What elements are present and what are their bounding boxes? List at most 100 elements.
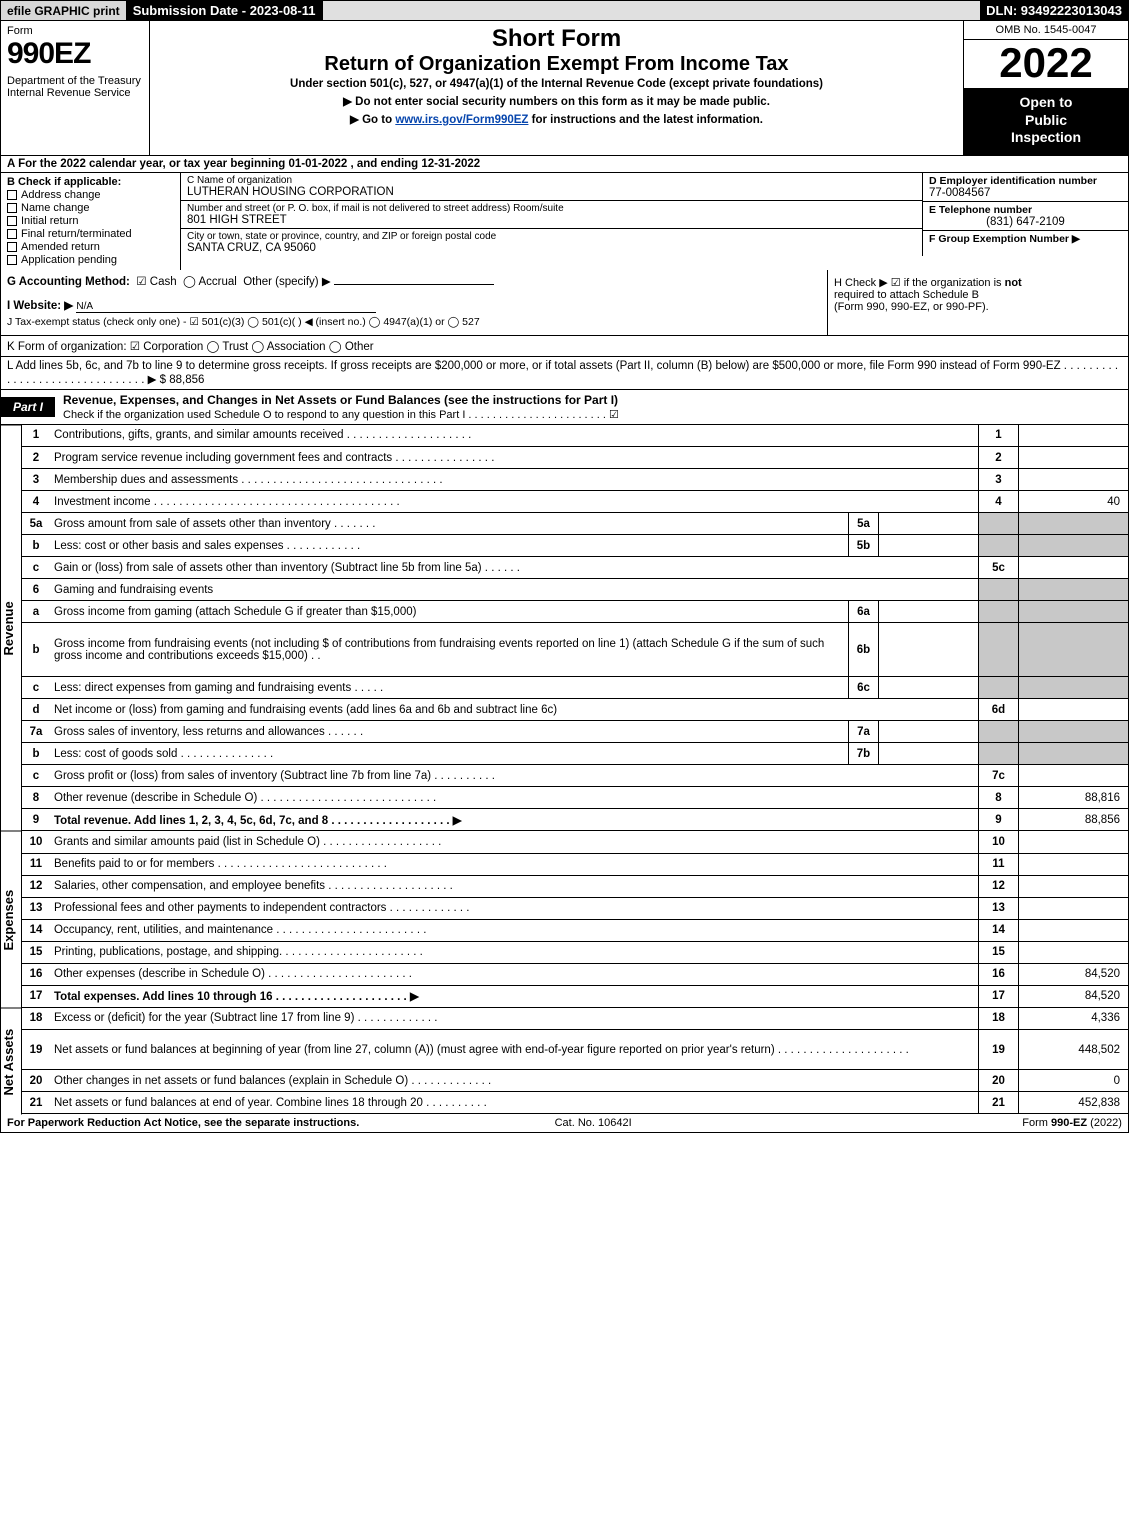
under-section: Under section 501(c), 527, or 4947(a)(1)… bbox=[156, 78, 957, 90]
footer-mid: Cat. No. 10642I bbox=[555, 1117, 632, 1129]
header-right: OMB No. 1545-0047 2022 Open to Public In… bbox=[963, 21, 1128, 155]
row-10: 10Grants and similar amounts paid (list … bbox=[22, 831, 1129, 853]
irs-link[interactable]: www.irs.gov/Form990EZ bbox=[395, 114, 528, 126]
line-g: G Accounting Method: ☑ Cash ◯ Accrual Ot… bbox=[7, 274, 821, 288]
footer-left: For Paperwork Reduction Act Notice, see … bbox=[7, 1117, 359, 1129]
line-a-label: A bbox=[7, 158, 15, 170]
revenue-side-label: Revenue bbox=[0, 425, 22, 832]
ghi-left: G Accounting Method: ☑ Cash ◯ Accrual Ot… bbox=[1, 270, 828, 335]
part-1-check: Check if the organization used Schedule … bbox=[63, 409, 619, 421]
revenue-block: Revenue 1Contributions, gifts, grants, a… bbox=[0, 425, 1129, 832]
netassets-table: 18Excess or (deficit) for the year (Subt… bbox=[22, 1008, 1129, 1115]
opt-initial: Initial return bbox=[21, 215, 78, 227]
opt-name: Name change bbox=[21, 202, 90, 214]
f-cap: F Group Exemption Number ▶ bbox=[929, 233, 1122, 245]
expenses-block: Expenses 10Grants and similar amounts pa… bbox=[0, 831, 1129, 1008]
chk-amended-return[interactable]: Amended return bbox=[7, 241, 174, 253]
goto-post: for instructions and the latest informat… bbox=[528, 114, 763, 126]
row-16: 16Other expenses (describe in Schedule O… bbox=[22, 963, 1129, 985]
opt-amended: Amended return bbox=[21, 241, 100, 253]
short-form-title: Short Form bbox=[156, 25, 957, 53]
c-cap: C Name of organization bbox=[187, 175, 916, 186]
g-cash[interactable]: Cash bbox=[150, 276, 177, 288]
row-9: 9Total revenue. Add lines 1, 2, 3, 4, 5c… bbox=[22, 809, 1129, 831]
return-title: Return of Organization Exempt From Incom… bbox=[156, 53, 957, 76]
row-19: 19Net assets or fund balances at beginni… bbox=[22, 1030, 1129, 1070]
c-city: City or town, state or province, country… bbox=[181, 229, 923, 256]
revenue-table: 1Contributions, gifts, grants, and simil… bbox=[22, 425, 1129, 832]
part-1-desc-wrap: Revenue, Expenses, and Changes in Net As… bbox=[55, 390, 627, 424]
row-15: 15Printing, publications, postage, and s… bbox=[22, 941, 1129, 963]
chk-final-return[interactable]: Final return/terminated bbox=[7, 228, 174, 240]
tax-year: 2022 bbox=[964, 40, 1128, 88]
city-val: SANTA CRUZ, CA 95060 bbox=[187, 242, 916, 254]
line-i: I Website: ▶ N/A bbox=[7, 298, 821, 313]
f-group: F Group Exemption Number ▶ bbox=[923, 231, 1128, 247]
chk-application-pending[interactable]: Application pending bbox=[7, 254, 174, 266]
e-cap: E Telephone number bbox=[929, 204, 1122, 216]
row-7a: 7aGross sales of inventory, less returns… bbox=[22, 721, 1129, 743]
phone-val: (831) 647-2109 bbox=[929, 216, 1122, 228]
h-post: if the organization is bbox=[901, 277, 1005, 289]
line-k: K Form of organization: ☑ Corporation ◯ … bbox=[0, 336, 1129, 357]
line-j: J Tax-exempt status (check only one) - ☑… bbox=[7, 316, 821, 328]
row-6a: aGross income from gaming (attach Schedu… bbox=[22, 601, 1129, 623]
org-name: LUTHERAN HOUSING CORPORATION bbox=[187, 186, 916, 198]
street-cap: Number and street (or P. O. box, if mail… bbox=[187, 203, 916, 214]
row-6: 6Gaming and fundraising events bbox=[22, 579, 1129, 601]
chk-initial-return[interactable]: Initial return bbox=[7, 215, 174, 227]
otpi-3: Inspection bbox=[968, 129, 1124, 147]
row-18: 18Excess or (deficit) for the year (Subt… bbox=[22, 1008, 1129, 1030]
row-12: 12Salaries, other compensation, and empl… bbox=[22, 875, 1129, 897]
bullet-ssn: ▶ Do not enter social security numbers o… bbox=[156, 94, 957, 108]
row-5c: cGain or (loss) from sale of assets othe… bbox=[22, 557, 1129, 579]
i-label: I Website: ▶ bbox=[7, 300, 73, 312]
section-b: B Check if applicable: Address change Na… bbox=[1, 173, 181, 270]
part-1-desc: Revenue, Expenses, and Changes in Net As… bbox=[63, 393, 618, 407]
section-c: C Name of organization LUTHERAN HOUSING … bbox=[181, 173, 923, 270]
chk-address-change[interactable]: Address change bbox=[7, 189, 174, 201]
city-cap: City or town, state or province, country… bbox=[187, 231, 916, 242]
bullet-goto: ▶ Go to www.irs.gov/Form990EZ for instru… bbox=[156, 112, 957, 126]
row-6c: cLess: direct expenses from gaming and f… bbox=[22, 677, 1129, 699]
top-bar: efile GRAPHIC print Submission Date - 20… bbox=[0, 0, 1129, 21]
row-14: 14Occupancy, rent, utilities, and mainte… bbox=[22, 919, 1129, 941]
ghij-block: G Accounting Method: ☑ Cash ◯ Accrual Ot… bbox=[0, 270, 1129, 336]
row-3: 3Membership dues and assessments . . . .… bbox=[22, 469, 1129, 491]
expenses-side-label: Expenses bbox=[0, 831, 22, 1008]
line-a: A For the 2022 calendar year, or tax yea… bbox=[0, 156, 1129, 173]
row-21: 21Net assets or fund balances at end of … bbox=[22, 1092, 1129, 1114]
b-label: B Check if applicable: bbox=[7, 176, 174, 188]
g-other[interactable]: Other (specify) ▶ bbox=[243, 276, 330, 288]
part-1-label: Part I bbox=[1, 397, 55, 417]
g-accrual[interactable]: Accrual bbox=[198, 276, 236, 288]
h-pre: H Check ▶ bbox=[834, 277, 891, 289]
opt-address: Address change bbox=[21, 189, 101, 201]
row-2: 2Program service revenue including gover… bbox=[22, 447, 1129, 469]
street-val: 801 HIGH STREET bbox=[187, 214, 916, 226]
form-word: Form bbox=[7, 25, 143, 37]
row-7b: bLess: cost of goods sold . . . . . . . … bbox=[22, 743, 1129, 765]
d-ein: D Employer identification number 77-0084… bbox=[923, 173, 1128, 202]
row-5a: 5aGross amount from sale of assets other… bbox=[22, 513, 1129, 535]
g-other-input[interactable] bbox=[334, 284, 494, 285]
chk-name-change[interactable]: Name change bbox=[7, 202, 174, 214]
opt-final: Final return/terminated bbox=[21, 228, 132, 240]
header-left: Form 990EZ Department of the Treasury In… bbox=[1, 21, 150, 155]
row-6b: bGross income from fundraising events (n… bbox=[22, 623, 1129, 677]
row-6d: dNet income or (loss) from gaming and fu… bbox=[22, 699, 1129, 721]
part-1-header: Part I Revenue, Expenses, and Changes in… bbox=[0, 390, 1129, 425]
c-name: C Name of organization LUTHERAN HOUSING … bbox=[181, 173, 923, 201]
form-header: Form 990EZ Department of the Treasury In… bbox=[0, 21, 1129, 156]
otpi-1: Open to bbox=[968, 94, 1124, 112]
ein-val: 77-0084567 bbox=[929, 187, 1122, 199]
efile-print-label[interactable]: efile GRAPHIC print bbox=[1, 1, 127, 20]
department-label: Department of the Treasury Internal Reve… bbox=[7, 75, 143, 99]
header-mid: Short Form Return of Organization Exempt… bbox=[150, 21, 963, 155]
goto-pre: ▶ Go to bbox=[350, 114, 395, 126]
line-a-text: For the 2022 calendar year, or tax year … bbox=[15, 158, 480, 170]
submission-date-label: Submission Date - 2023-08-11 bbox=[127, 1, 323, 20]
e-phone: E Telephone number (831) 647-2109 bbox=[923, 202, 1128, 231]
form-number: 990EZ bbox=[7, 37, 143, 71]
row-20: 20Other changes in net assets or fund ba… bbox=[22, 1070, 1129, 1092]
